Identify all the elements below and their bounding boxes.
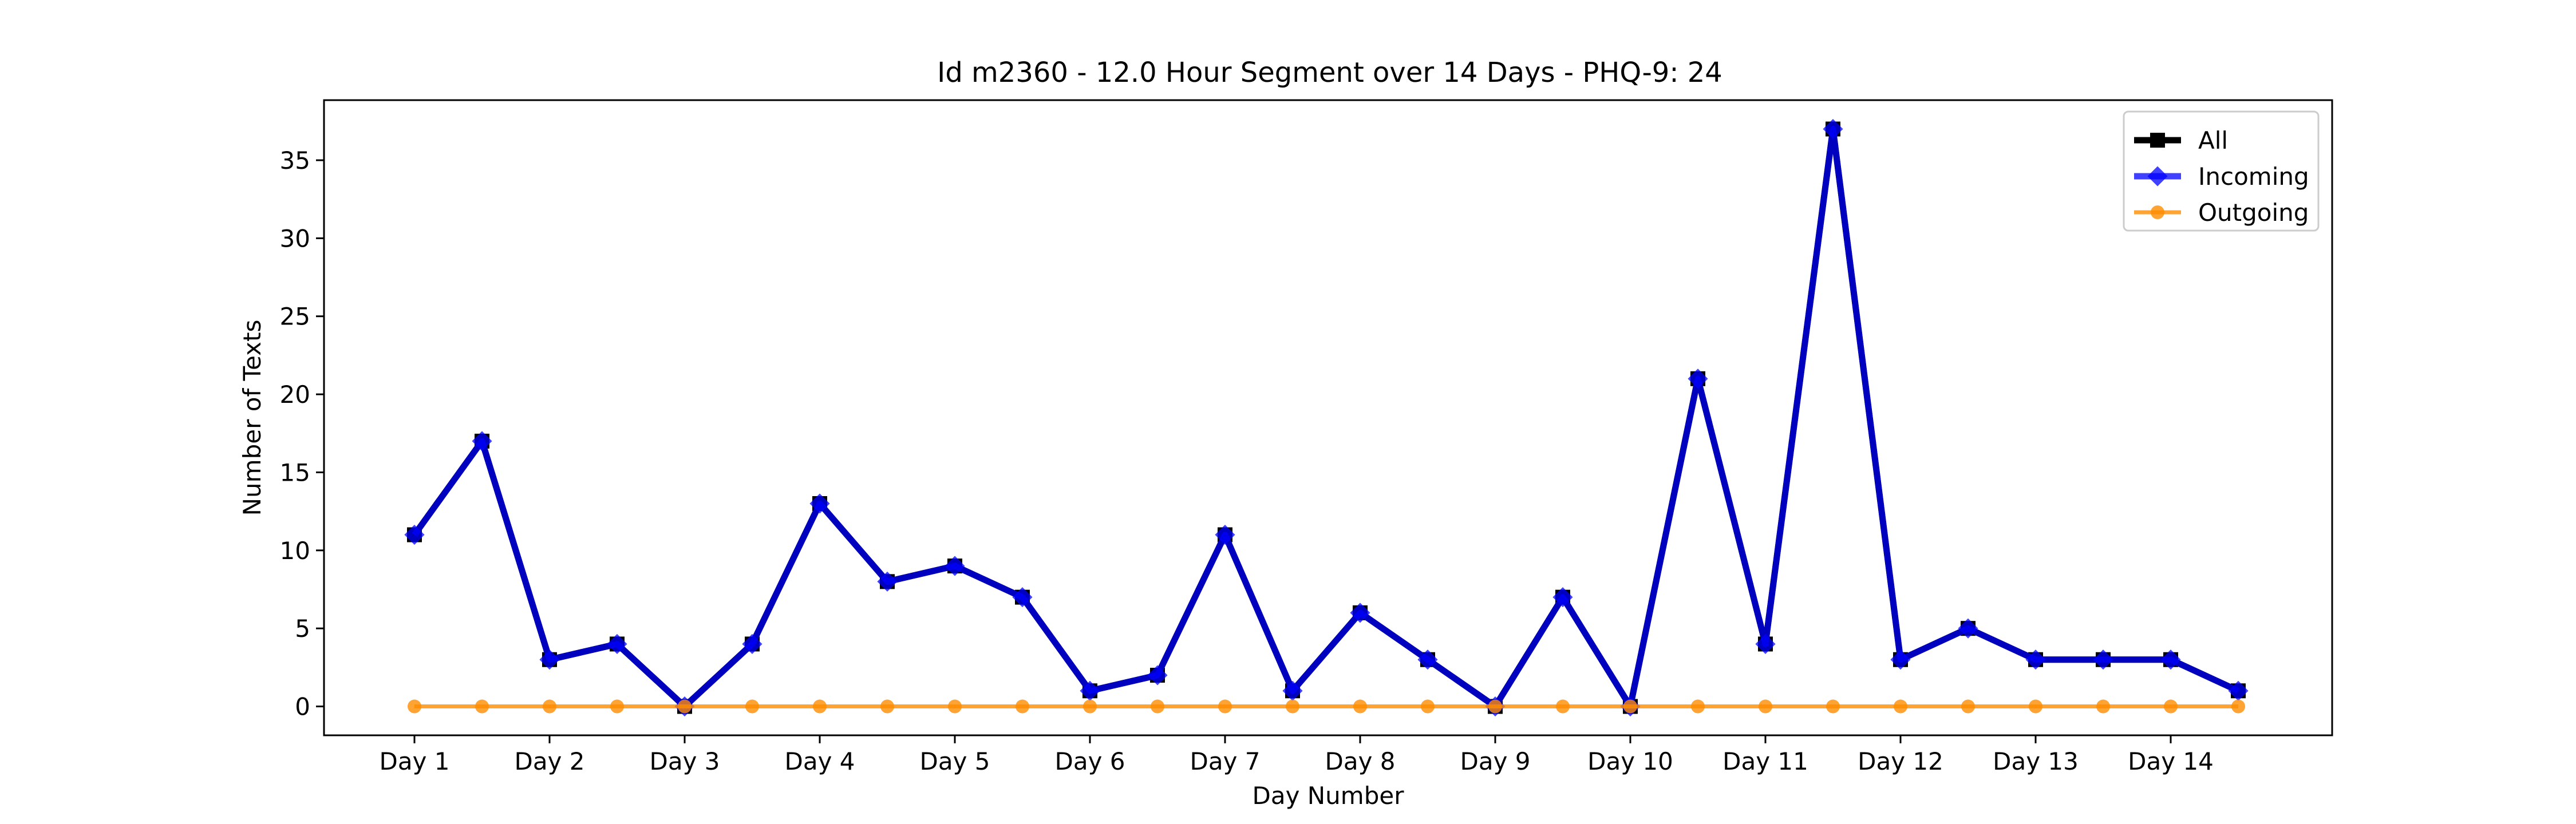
legend-marker-outgoing (2151, 205, 2164, 219)
data-point-outgoing (1826, 699, 1840, 714)
data-point-incoming (945, 556, 965, 576)
data-point-outgoing (2164, 699, 2178, 714)
data-point-incoming (1215, 524, 1235, 545)
y-tick-label: 30 (280, 224, 310, 252)
data-point-outgoing (1421, 699, 1435, 714)
data-point-incoming (472, 431, 492, 451)
data-point-outgoing (948, 699, 962, 714)
data-point-outgoing (1488, 699, 1502, 714)
data-point-incoming (1012, 587, 1033, 608)
data-point-outgoing (813, 699, 827, 714)
data-point-incoming (539, 649, 560, 670)
legend-label-outgoing: Outgoing (2198, 199, 2309, 227)
data-point-outgoing (2029, 699, 2042, 714)
data-point-outgoing (543, 699, 556, 714)
data-point-incoming (1890, 649, 1911, 670)
data-point-incoming (1282, 680, 1303, 701)
y-tick-label: 35 (280, 146, 310, 175)
y-tick-label: 20 (280, 381, 310, 409)
data-point-outgoing (1691, 699, 1705, 714)
data-point-incoming (1958, 618, 1978, 639)
x-axis-label: Day Number (1252, 782, 1404, 810)
x-tick-label: Day 10 (1587, 747, 1673, 775)
y-tick-label: 25 (280, 303, 310, 331)
data-point-outgoing (2096, 699, 2110, 714)
data-point-incoming (2025, 649, 2046, 670)
x-tick-label: Day 5 (919, 747, 990, 775)
data-point-incoming (404, 524, 425, 545)
data-point-incoming (742, 633, 762, 655)
x-tick-label: Day 4 (784, 747, 855, 775)
series-incoming (404, 118, 2249, 717)
data-point-outgoing (610, 699, 624, 714)
x-tick-label: Day 8 (1325, 747, 1395, 775)
data-point-incoming (2228, 680, 2249, 701)
y-tick-label: 5 (295, 615, 310, 643)
legend-marker-all (2150, 133, 2165, 148)
data-point-incoming (1688, 369, 1708, 389)
plot-area (404, 118, 2249, 717)
y-tick-label: 10 (280, 537, 310, 565)
data-point-outgoing (475, 699, 489, 714)
data-point-outgoing (745, 699, 759, 714)
series-outgoing (408, 699, 2245, 714)
data-point-outgoing (1894, 699, 1907, 714)
y-tick-label: 15 (280, 458, 310, 486)
data-point-incoming (1080, 680, 1100, 701)
data-point-incoming (1350, 603, 1370, 623)
data-point-outgoing (1353, 699, 1367, 714)
x-tick-label: Day 2 (514, 747, 584, 775)
axes: 0 5 10 15 20 25 30 35 Day 1 Day 2 Day 3 Day 4 Day 5 D… (280, 146, 2214, 775)
chart-title: Id m2360 - 12.0 Hour Segment over 14 Day… (937, 57, 1722, 89)
y-axis-label: Number of Texts (238, 320, 266, 516)
series-line-incoming (412, 125, 2240, 710)
x-tick-label: Day 3 (649, 747, 720, 775)
data-point-outgoing (1961, 699, 1975, 714)
data-point-outgoing (1083, 699, 1097, 714)
data-point-outgoing (2231, 699, 2245, 714)
data-point-incoming (1552, 587, 1573, 608)
data-point-incoming (809, 493, 830, 514)
data-point-outgoing (1556, 699, 1570, 714)
plot-frame (323, 99, 2333, 736)
data-point-incoming (1823, 118, 1843, 140)
legend-label-incoming: Incoming (2198, 163, 2309, 191)
x-tick-label: Day 7 (1190, 747, 1260, 775)
data-point-outgoing (1016, 699, 1029, 714)
x-tick-label: Day 1 (379, 747, 449, 775)
x-tick-label: Day 12 (1858, 747, 1943, 775)
data-point-outgoing (408, 699, 421, 714)
data-point-outgoing (1759, 699, 1772, 714)
legend-label-all: All (2198, 126, 2228, 154)
data-point-outgoing (880, 699, 894, 714)
data-point-outgoing (1286, 699, 1299, 714)
data-point-incoming (1147, 665, 1168, 686)
data-point-incoming (877, 571, 898, 592)
x-tick-label: Day 9 (1460, 747, 1530, 775)
data-point-incoming (1417, 649, 1438, 670)
legend-marker-incoming (2147, 166, 2168, 187)
data-point-outgoing (1623, 699, 1637, 714)
data-point-incoming (607, 633, 627, 655)
x-tick-label: Day 11 (1722, 747, 1808, 775)
x-tick-label: Day 14 (2128, 747, 2214, 775)
data-point-incoming (1755, 633, 1776, 655)
x-tick-label: Day 6 (1054, 747, 1125, 775)
data-point-outgoing (1151, 699, 1164, 714)
x-tick-label: Day 13 (1993, 747, 2079, 775)
data-point-incoming (2093, 649, 2113, 670)
data-point-outgoing (1218, 699, 1232, 714)
data-point-outgoing (678, 699, 692, 714)
data-point-incoming (2160, 649, 2181, 670)
legend: All Incoming Outgoing (2123, 110, 2320, 232)
y-tick-label: 0 (295, 693, 310, 721)
